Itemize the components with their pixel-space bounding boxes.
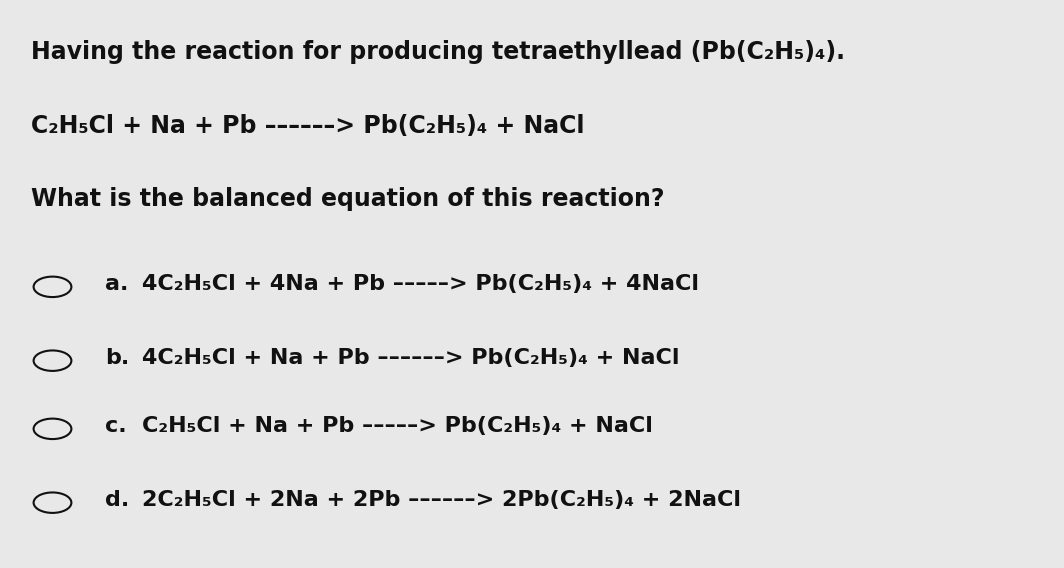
Text: c.: c.	[105, 416, 127, 436]
Text: C₂H₅Cl + Na + Pb –––––> Pb(C₂H₅)₄ + NaCl: C₂H₅Cl + Na + Pb –––––> Pb(C₂H₅)₄ + NaCl	[142, 416, 652, 436]
Text: 4C₂H₅Cl + Na + Pb ––––––> Pb(C₂H₅)₄ + NaCl: 4C₂H₅Cl + Na + Pb ––––––> Pb(C₂H₅)₄ + Na…	[142, 348, 679, 368]
Text: b.: b.	[105, 348, 129, 368]
Text: Having the reaction for producing tetraethyllead (Pb(C₂H₅)₄).: Having the reaction for producing tetrae…	[32, 40, 846, 64]
Text: a.: a.	[105, 274, 129, 294]
Text: C₂H₅Cl + Na + Pb ––––––> Pb(C₂H₅)₄ + NaCl: C₂H₅Cl + Na + Pb ––––––> Pb(C₂H₅)₄ + NaC…	[32, 114, 585, 137]
Text: 4C₂H₅Cl + 4Na + Pb –––––> Pb(C₂H₅)₄ + 4NaCl: 4C₂H₅Cl + 4Na + Pb –––––> Pb(C₂H₅)₄ + 4N…	[142, 274, 699, 294]
Text: What is the balanced equation of this reaction?: What is the balanced equation of this re…	[32, 187, 665, 211]
Text: d.: d.	[105, 490, 129, 510]
Text: 2C₂H₅Cl + 2Na + 2Pb ––––––> 2Pb(C₂H₅)₄ + 2NaCl: 2C₂H₅Cl + 2Na + 2Pb ––––––> 2Pb(C₂H₅)₄ +…	[142, 490, 741, 510]
